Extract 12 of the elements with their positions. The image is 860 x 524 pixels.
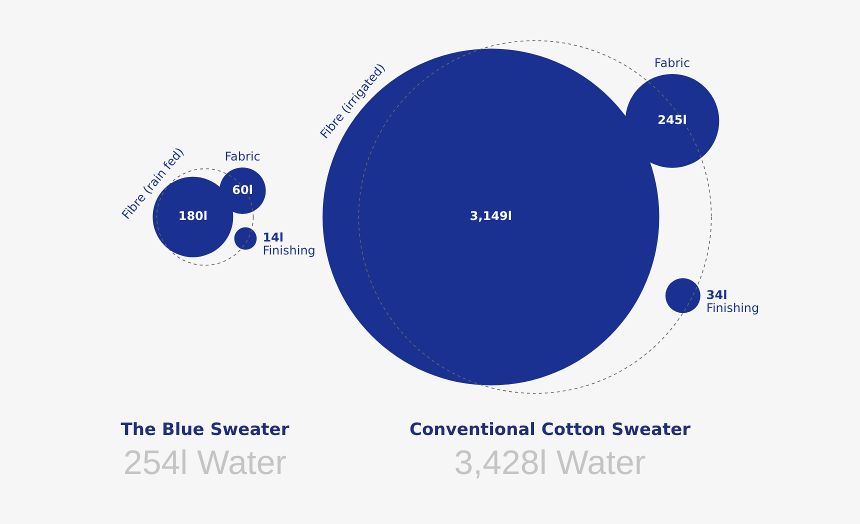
category-label: Fabric bbox=[654, 56, 690, 70]
text: The Blue Sweater bbox=[120, 420, 290, 440]
category-label: Finishing bbox=[262, 244, 316, 258]
category-label: Fabric bbox=[224, 150, 260, 164]
text: Conventional Cotton Sweater bbox=[408, 420, 692, 440]
data-label: 180l bbox=[178, 209, 208, 224]
data-label: 14l bbox=[262, 230, 284, 245]
category-label: Finishing bbox=[706, 300, 760, 315]
data-label: 245l bbox=[658, 113, 687, 128]
data-label: 34l bbox=[706, 288, 728, 302]
data-label: 3,149l bbox=[470, 209, 512, 224]
data-label: 60l bbox=[232, 182, 253, 197]
